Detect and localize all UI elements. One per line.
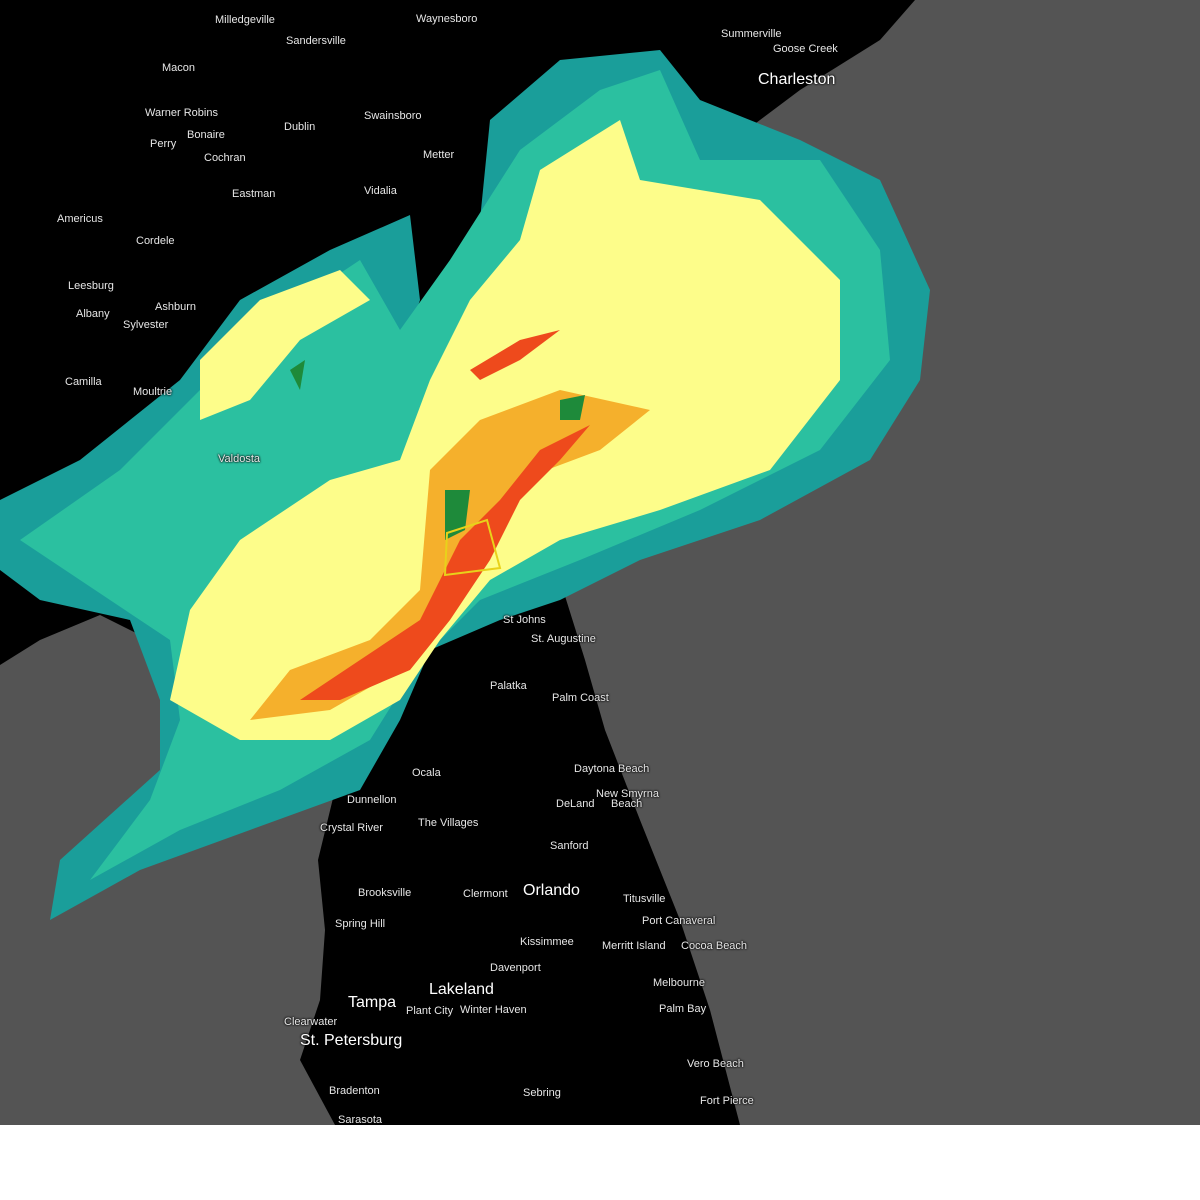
city-label: Summerville (721, 28, 782, 40)
radar-orange-layer (250, 390, 650, 720)
radar-echoes (0, 50, 930, 920)
city-label: Moultrie (133, 386, 173, 398)
city-label: Melbourne (653, 977, 705, 989)
city-label: Sebring (523, 1087, 561, 1099)
city-label: Sylvester (123, 319, 169, 331)
city-label: Spring Hill (335, 918, 386, 930)
city-label: Camilla (65, 376, 102, 388)
city-label: Orlando (523, 882, 580, 899)
radar-red-north (470, 330, 560, 380)
city-label: Sarasota (338, 1114, 383, 1125)
city-label: Tampa (348, 994, 397, 1011)
radar-yellow-west (200, 270, 370, 420)
city-label: Winter Haven (460, 1004, 527, 1016)
city-label: Fort Pierce (700, 1095, 754, 1107)
city-label: Lakeland (429, 981, 494, 998)
city-label: Palm Coast (552, 692, 609, 704)
city-label: Perry (150, 138, 177, 150)
city-label: Cocoa Beach (681, 940, 748, 952)
city-label: Davenport (490, 962, 541, 974)
city-label: Albany (76, 308, 110, 320)
city-label: Eastman (232, 188, 276, 200)
city-label: Macon (162, 62, 196, 74)
city-label: Bonaire (187, 129, 225, 141)
city-label: Vidalia (364, 185, 397, 197)
city-label: Palm Bay (659, 1003, 707, 1015)
city-label: DeLand (556, 798, 595, 810)
city-label: The Villages (418, 817, 479, 829)
city-label: Merritt Island (602, 940, 666, 952)
city-label: Plant City (406, 1005, 454, 1017)
city-label: Clearwater (284, 1016, 338, 1028)
city-label: Cordele (136, 235, 175, 247)
city-label: St Johns (503, 614, 546, 626)
city-label: Clermont (463, 888, 508, 900)
city-label: Goose Creek (773, 43, 838, 55)
city-label: Bradenton (329, 1085, 380, 1097)
city-label: Port Canaveral (642, 915, 716, 927)
city-label: Crystal River (320, 822, 383, 834)
city-label: Waynesboro (416, 13, 478, 25)
city-label: Swainsboro (364, 110, 422, 122)
city-label: Cochran (204, 152, 246, 164)
city-label: Sandersville (286, 35, 346, 47)
city-label: Dunnellon (347, 794, 397, 806)
city-label: Vero Beach (687, 1058, 744, 1070)
city-label: St. Augustine (531, 633, 596, 645)
map-layer (0, 0, 930, 1125)
radar-map[interactable]: Milledgeville Waynesboro Summerville Goose … (0, 0, 1200, 1125)
city-label: Milledgeville (215, 14, 275, 26)
city-label: St. Petersburg (300, 1032, 403, 1049)
city-label: Ashburn (155, 301, 196, 313)
city-label: Sanford (550, 840, 589, 852)
storm-warning-polygon[interactable] (443, 518, 502, 577)
city-label: Warner Robins (145, 107, 218, 119)
city-label: Dublin (284, 121, 316, 133)
city-label: Valdosta (218, 453, 260, 465)
city-label: New Smyrna (596, 788, 659, 800)
city-label: Charleston (758, 71, 836, 88)
city-label: Titusville (623, 893, 666, 905)
city-label: Kissimmee (520, 936, 574, 948)
city-label: Beach (611, 798, 643, 810)
city-label: Metter (423, 149, 455, 161)
city-label: Ocala (412, 767, 441, 779)
city-label: Daytona Beach (574, 763, 650, 775)
radar-red-core (300, 425, 590, 700)
city-label: Leesburg (68, 280, 114, 292)
city-label: Americus (57, 213, 103, 225)
city-label: Palatka (490, 680, 527, 692)
footer-blank (0, 1125, 1200, 1200)
city-label: Brooksville (358, 887, 412, 899)
